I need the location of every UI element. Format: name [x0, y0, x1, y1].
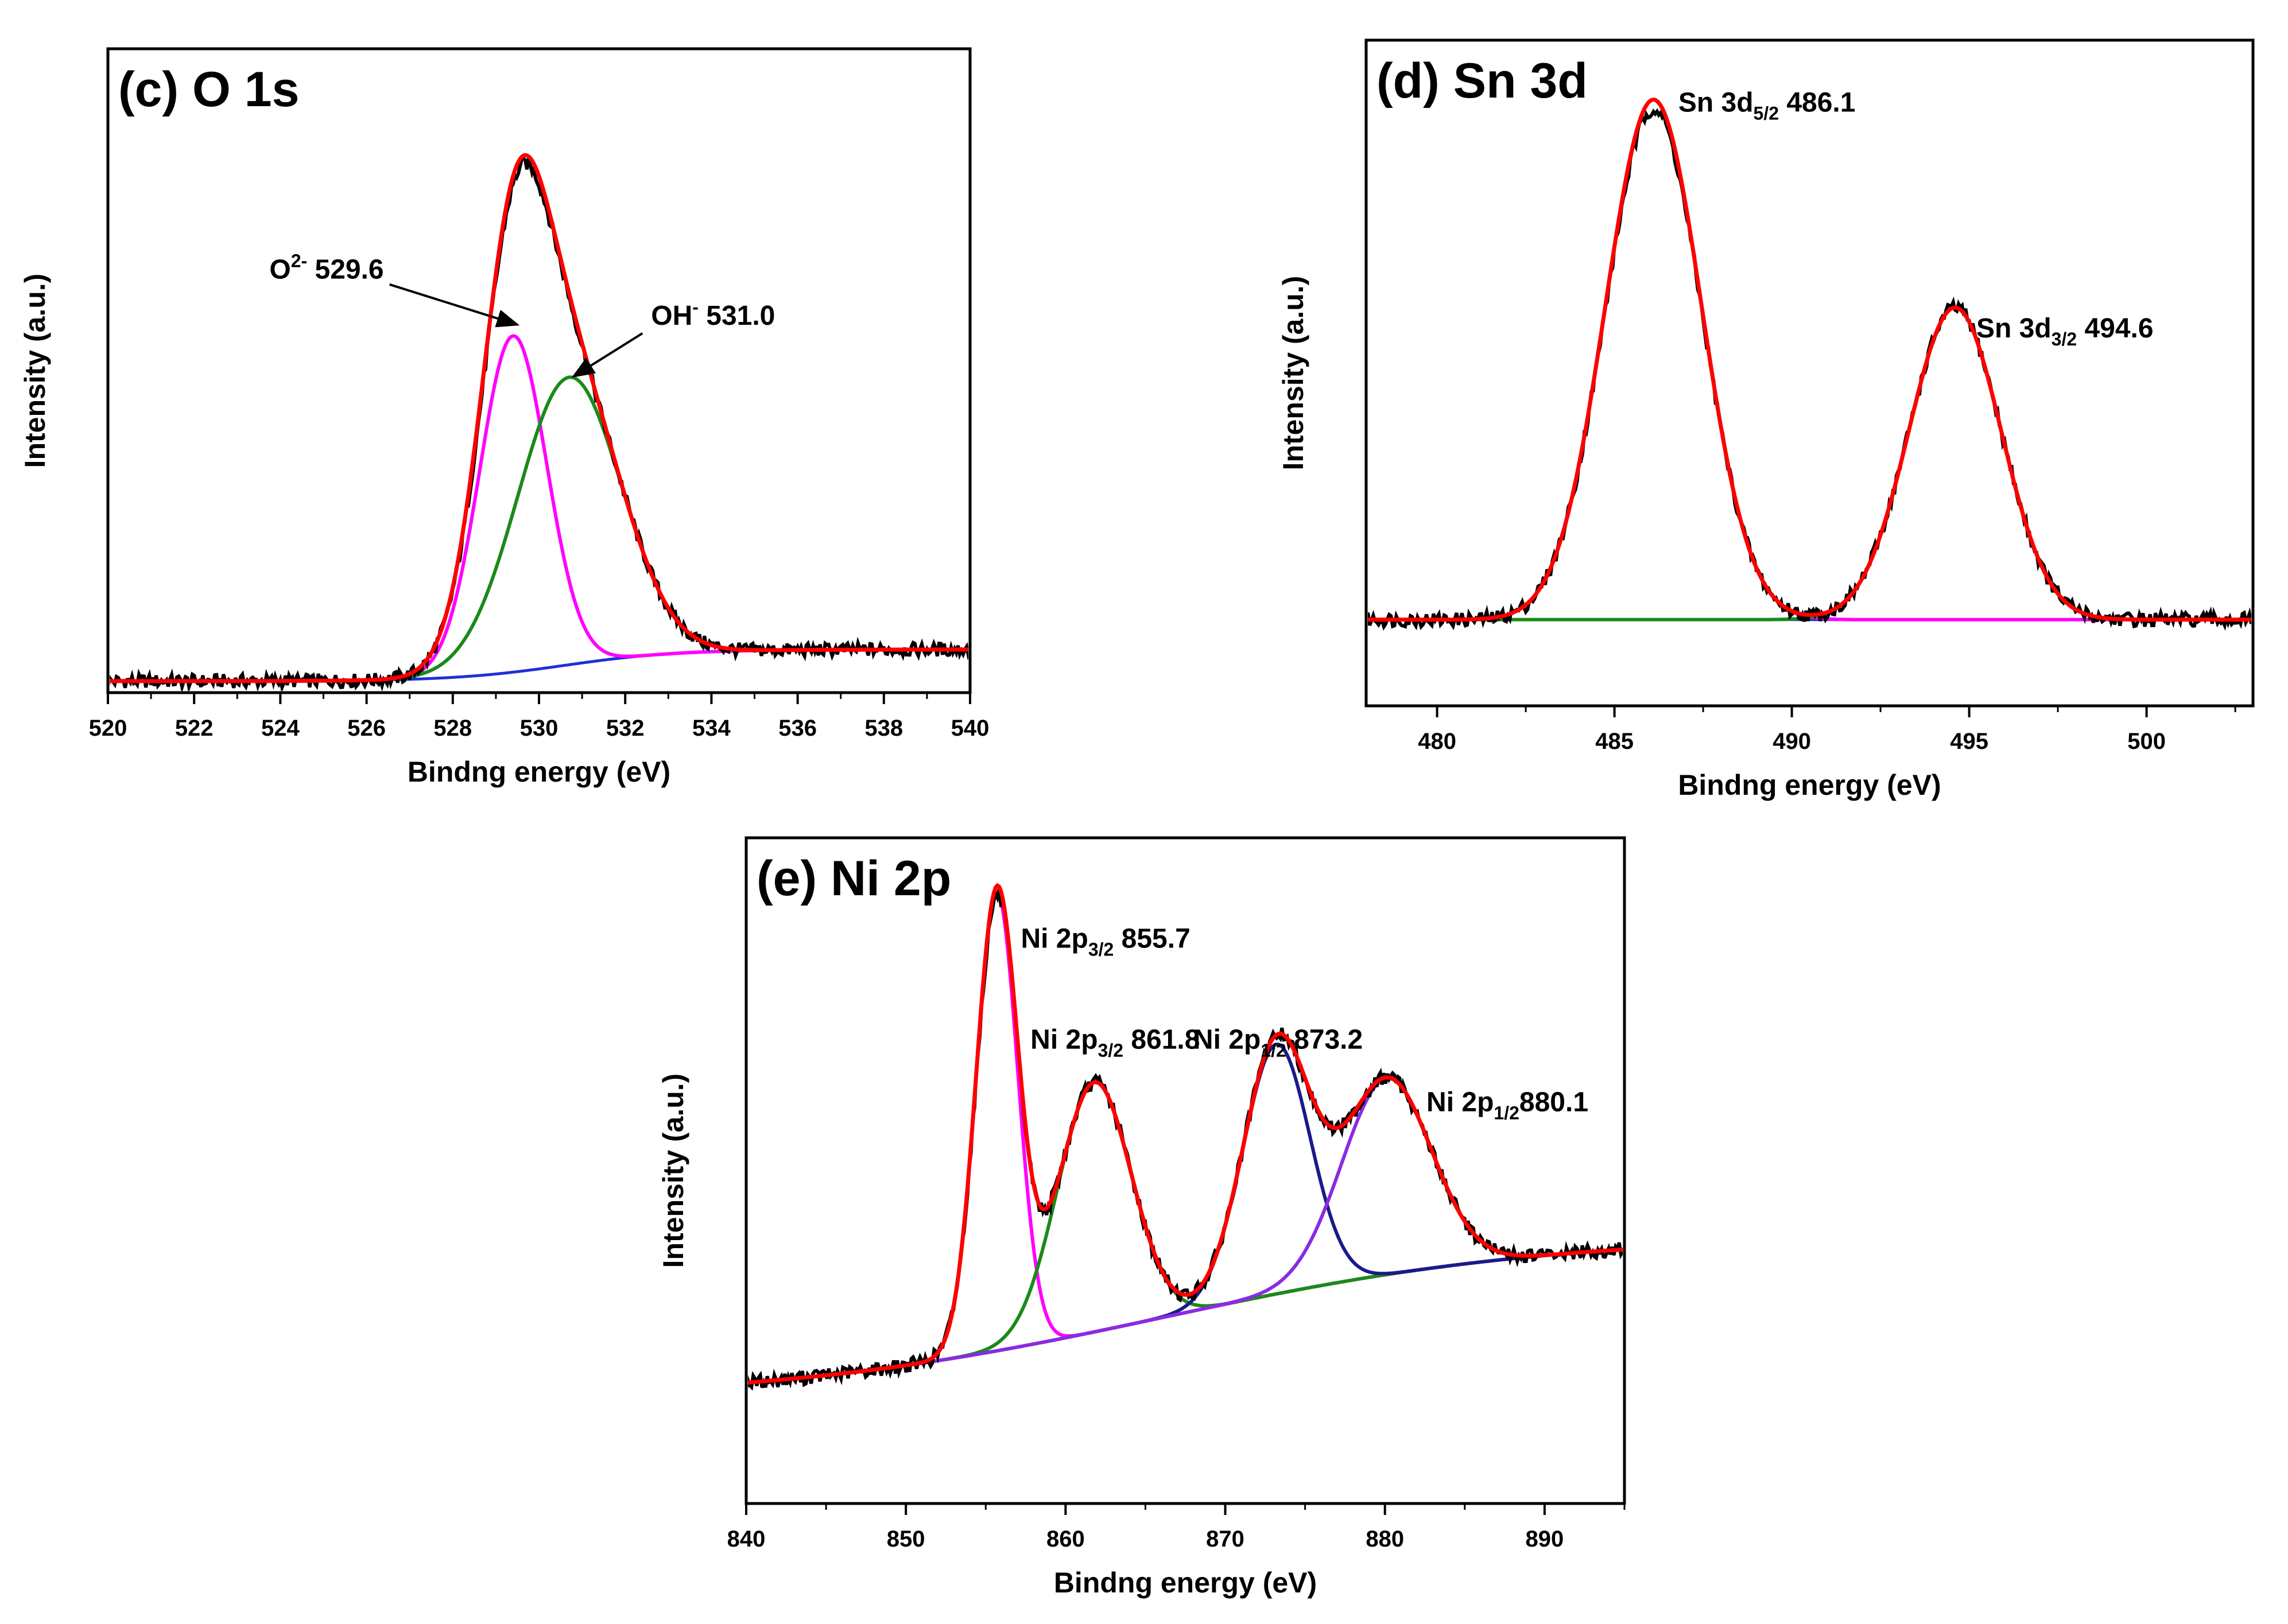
y-axis-label: Intensity (a.u.) [657, 1074, 689, 1268]
annotation-value: 880.1 [1519, 1087, 1588, 1117]
annotation-sub: 3/2 [1088, 939, 1114, 960]
annotation-sup: 2- [291, 251, 307, 271]
series-raw-data [1368, 108, 2251, 631]
panel-title: (d) Sn 3d [1376, 53, 1588, 108]
series-component-1 [110, 334, 968, 683]
x-tick-label: 480 [1418, 729, 1456, 754]
annotation-arrow [571, 332, 643, 378]
annotation-value: 873.2 [1286, 1025, 1363, 1055]
chart-ni2p: 840 850 860 870 880 890 Bindng energy (eV) Inte… [657, 836, 1626, 1599]
x-tick-label: 850 [887, 1526, 925, 1552]
plot-area [748, 883, 1623, 1391]
x-tick-label: 495 [1950, 729, 1988, 754]
peak-annotation: Ni 2p3/2 855.7 [1021, 924, 1190, 960]
annotation-value: 486.1 [1779, 87, 1855, 118]
annotation-value: 861.8 [1123, 1025, 1200, 1055]
chart-o1s: 520 522 524 526 528 530 532 534 536 538 540 Bindng … [19, 47, 990, 788]
peak-annotation: Ni 2p1/2 873.2 [1193, 1025, 1363, 1061]
peak-annotation: OH- 531.0 [651, 297, 775, 331]
x-tick-label: 500 [2127, 729, 2166, 754]
annotation-value: 531.0 [699, 301, 775, 331]
panel-title: (c) O 1s [118, 62, 299, 117]
annotation-arrow [389, 283, 520, 328]
annotation-base: Ni 2p [1193, 1025, 1261, 1055]
x-axis-label: Bindng energy (eV) [1054, 1567, 1317, 1599]
annotation-base: Ni 2p [1426, 1087, 1494, 1117]
annotation-base: Ni 2p [1030, 1025, 1098, 1055]
annotation-base: O [269, 255, 290, 285]
peak-annotation: Ni 2p3/2 861.8 [1030, 1025, 1200, 1061]
annotation-sup: - [692, 297, 699, 317]
series-component-2 [110, 375, 968, 683]
annotation-base: OH [651, 301, 692, 331]
x-tick-label: 840 [727, 1526, 766, 1552]
annotation-sub: 3/2 [2052, 329, 2077, 349]
x-tick-label: 528 [433, 716, 472, 741]
series-component-2 [748, 1080, 1623, 1385]
x-tick-label: 890 [1526, 1526, 1564, 1552]
annotation-base: Sn 3d [1678, 87, 1754, 118]
annotation-base: Ni 2p [1021, 924, 1088, 954]
x-tick-label: 534 [692, 716, 731, 741]
plot-frame [744, 836, 1626, 1505]
plot-frame [1364, 38, 2255, 708]
x-tick-label: 520 [89, 716, 127, 741]
x-tick-label: 880 [1366, 1526, 1404, 1552]
annotation-value: 855.7 [1114, 924, 1190, 954]
y-axis-label: Intensity (a.u.) [19, 274, 51, 468]
series-component-4 [748, 1077, 1623, 1385]
x-tick-label: 524 [261, 716, 300, 741]
peak-annotation: Sn 3d5/2 486.1 [1678, 87, 1856, 123]
peak-annotation: Ni 2p1/2880.1 [1426, 1087, 1588, 1123]
x-tick-label: 526 [347, 716, 386, 741]
series-component-2 [1368, 306, 2251, 621]
series-raw-data [110, 156, 968, 691]
series-fit-envelope [748, 883, 1623, 1385]
peak-annotation: Sn 3d3/2 494.6 [1976, 313, 2154, 349]
panel-title: (e) Ni 2p [757, 851, 951, 906]
plot-area [1368, 98, 2251, 631]
x-tick-label: 870 [1206, 1526, 1244, 1552]
x-tick-label: 540 [951, 716, 990, 741]
x-axis-label: Bindng energy (eV) [408, 756, 670, 788]
annotation-base: Sn 3d [1976, 313, 2052, 344]
annotation-sub: 5/2 [1754, 103, 1779, 123]
y-axis-label: Intensity (a.u.) [1277, 276, 1309, 471]
x-tick-label: 485 [1595, 729, 1634, 754]
plot-frame [106, 47, 972, 694]
peak-annotation: O2- 529.6 [269, 251, 383, 285]
x-tick-label: 532 [606, 716, 645, 741]
x-tick-label: 860 [1046, 1526, 1085, 1552]
x-tick-label: 522 [175, 716, 214, 741]
x-tick-label: 530 [520, 716, 559, 741]
annotation-sub: 1/2 [1494, 1102, 1519, 1123]
series-background [110, 648, 968, 683]
annotation-sub: 3/2 [1098, 1040, 1123, 1061]
annotation-value: 529.6 [307, 255, 383, 285]
annotation-sub: 1/2 [1261, 1040, 1286, 1061]
series-component-1 [748, 891, 1623, 1385]
x-tick-label: 538 [864, 716, 903, 741]
series-component-1 [1368, 98, 2251, 621]
x-axis-label: Bindng energy (eV) [1678, 769, 1941, 801]
x-tick-label: 490 [1773, 729, 1811, 754]
series-fit-envelope [1368, 98, 2251, 622]
series-fit-envelope [110, 153, 968, 683]
x-tick-label: 536 [778, 716, 817, 741]
annotation-value: 494.6 [2077, 313, 2153, 344]
chart-sn3d: 480 485 490 495 500 Bindng energy (eV) Intensi… [1277, 38, 2255, 801]
plot-area [110, 153, 968, 691]
